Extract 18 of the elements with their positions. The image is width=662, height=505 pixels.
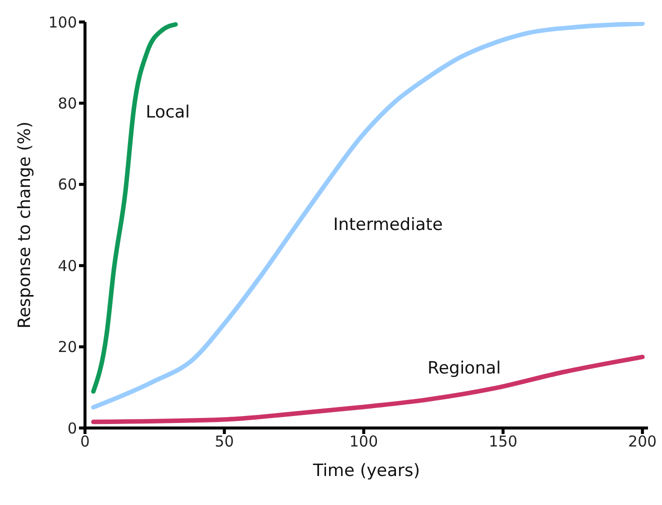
series-label: Local xyxy=(146,102,190,122)
y-tick-label: 60 xyxy=(58,176,77,194)
series-label: Regional xyxy=(428,358,501,379)
x-tick-label: 100 xyxy=(349,432,378,451)
y-tick-label: 80 xyxy=(58,94,77,113)
line-series xyxy=(91,354,645,424)
y-tick-label: 100 xyxy=(48,13,77,32)
y-tick-label: 40 xyxy=(58,256,77,275)
y-tick-label: 0 xyxy=(67,419,77,438)
y-axis-title: Response to change (%) xyxy=(15,122,36,328)
x-tick-label: 150 xyxy=(488,432,518,451)
x-tick-label: 200 xyxy=(628,432,657,451)
x-axis-title: Time (years) xyxy=(312,461,420,481)
y-tick-label: 20 xyxy=(58,338,77,356)
x-tick-label: 0 xyxy=(80,432,90,451)
x-tick-label: 50 xyxy=(214,432,234,451)
series-label: Intermediate xyxy=(333,214,443,235)
line-series xyxy=(91,22,645,410)
